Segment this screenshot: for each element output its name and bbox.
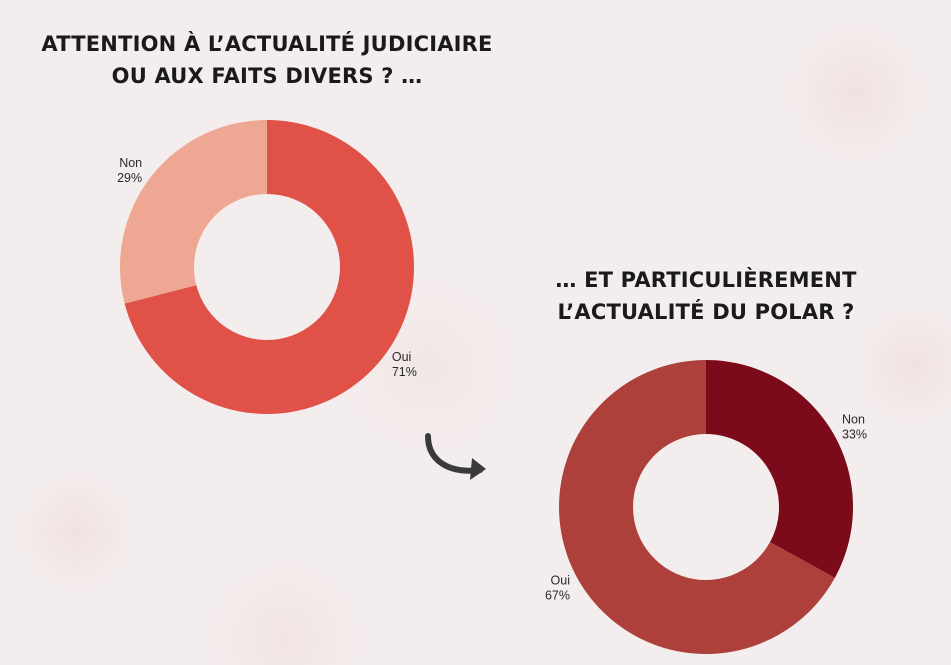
donut-1-value-non: 29% xyxy=(117,171,142,185)
donut-1-label-oui: Oui xyxy=(392,350,411,364)
curved-arrow-icon xyxy=(425,433,486,480)
donut-1-slice-oui xyxy=(124,120,415,414)
chart-title-1: ATTENTION À L’ACTUALITÉ JUDICIAIRE OU AU… xyxy=(0,28,534,92)
donut-2-label-oui: Oui xyxy=(551,573,570,587)
donut-2-slice-oui xyxy=(559,360,835,654)
chart-title-2-line-2: L’ACTUALITÉ DU POLAR ? xyxy=(557,300,855,324)
donut-2-value-non: 33% xyxy=(842,428,867,442)
donut-1-slice-non xyxy=(120,120,267,304)
donut-2-value-oui: 67% xyxy=(545,588,570,602)
chart-title-1-line-1: ATTENTION À L’ACTUALITÉ JUDICIAIRE xyxy=(41,32,493,56)
donut-2-slice-non xyxy=(706,360,853,578)
donut-2-label-non: Non xyxy=(842,413,865,427)
donut-1-value-oui: 71% xyxy=(392,365,417,379)
chart-title-2: … ET PARTICULIÈREMENT L’ACTUALITÉ DU POL… xyxy=(478,264,934,328)
chart-title-1-line-2: OU AUX FAITS DIVERS ? … xyxy=(111,64,423,88)
donut-1-label-non: Non xyxy=(119,156,142,170)
chart-title-2-line-1: … ET PARTICULIÈREMENT xyxy=(555,268,857,292)
